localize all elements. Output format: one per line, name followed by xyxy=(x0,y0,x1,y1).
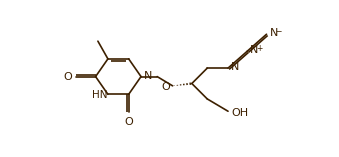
Text: −: − xyxy=(275,27,281,36)
Text: N: N xyxy=(251,45,259,55)
Text: O: O xyxy=(63,72,72,82)
Text: OH: OH xyxy=(232,108,249,118)
Text: +: + xyxy=(256,44,262,53)
Text: N: N xyxy=(231,62,239,72)
Text: N: N xyxy=(144,71,153,81)
Text: N: N xyxy=(270,28,278,38)
Text: HN: HN xyxy=(92,90,107,100)
Text: O: O xyxy=(124,117,133,127)
Text: O: O xyxy=(161,82,170,92)
